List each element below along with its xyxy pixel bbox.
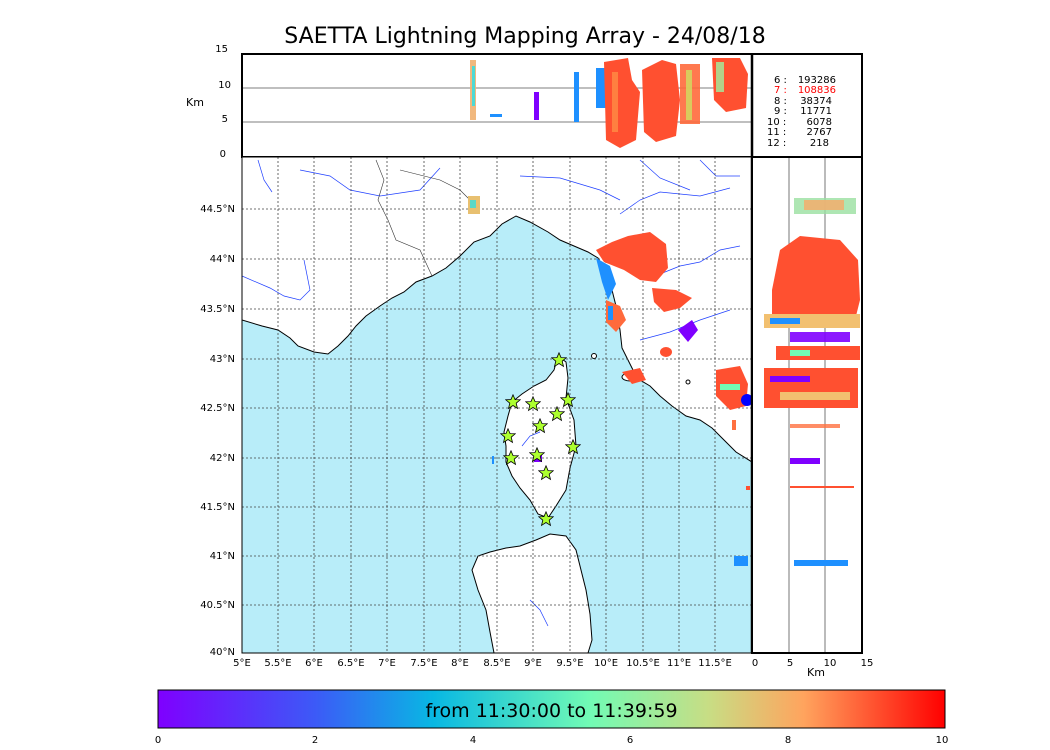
- lat-tick: 42°N: [210, 453, 235, 464]
- side-xticks: 0 5 10 15: [752, 658, 874, 669]
- lat-tick: 41°N: [210, 551, 235, 562]
- lon-tick: 8°E: [451, 658, 469, 669]
- radar-dot-icon: [741, 394, 752, 406]
- lon-tick: 11.5°E: [698, 658, 732, 669]
- side-lightning-points: [764, 198, 860, 566]
- lon-tick: 8.5°E: [483, 658, 510, 669]
- xtick-label: 10: [824, 658, 837, 669]
- lon-tick: 10.5°E: [626, 658, 660, 669]
- ytick-label: 10: [218, 80, 231, 91]
- stat-value: 218: [810, 138, 829, 149]
- top-lightning-points: [470, 58, 748, 148]
- lat-tick: 41.5°N: [200, 502, 235, 513]
- lon-tick-labels: 5°E 5.5°E 6°E 6.5°E 7°E 7.5°E 8°E 8.5°E …: [233, 658, 732, 669]
- colorbar-tick: 0: [155, 735, 161, 746]
- colorbar-ticks: 0 2 4 6 8 10: [155, 735, 949, 746]
- corsica-island: [503, 355, 577, 519]
- stat-label: 8 :: [774, 96, 787, 107]
- map-lightning-points: [468, 196, 752, 566]
- stat-value: 38374: [800, 96, 832, 107]
- stat-label: 9 :: [774, 106, 787, 117]
- lat-tick: 44°N: [210, 254, 235, 265]
- sardinia-island: [471, 533, 593, 653]
- xtick-label: 5: [787, 658, 793, 669]
- lat-tick: 43°N: [210, 354, 235, 365]
- lat-tick: 42.5°N: [200, 403, 235, 414]
- colorbar-gradient: [157, 689, 946, 729]
- lon-tick: 6.5°E: [337, 658, 364, 669]
- stats-table: 6 : 193286 7 : 108836 8 : 38374 9 : 1177…: [767, 75, 836, 149]
- country-border: [375, 159, 433, 277]
- altitude-longitude-panel: Km 15 10 5 0: [186, 44, 863, 160]
- map-grid: [242, 157, 752, 653]
- colorbar-tick: 2: [312, 735, 318, 746]
- lon-tick: 7°E: [378, 658, 396, 669]
- lon-tick: 10°E: [594, 658, 618, 669]
- xtick-label: 15: [861, 658, 874, 669]
- lat-tick: 43.5°N: [200, 304, 235, 315]
- colorbar-tick: 4: [470, 735, 476, 746]
- chart-title: SAETTA Lightning Mapping Array - 24/08/1…: [284, 24, 766, 49]
- country-border: [399, 169, 471, 201]
- xtick-label: 0: [752, 658, 758, 669]
- colorbar-tick: 8: [785, 735, 791, 746]
- lon-tick: 5.5°E: [264, 658, 291, 669]
- stat-label: 6 :: [774, 75, 787, 86]
- stat-label: 12 :: [767, 138, 786, 149]
- stat-value: 108836: [798, 85, 836, 96]
- side-xlabel: Km: [807, 666, 825, 679]
- lon-tick: 9.5°E: [556, 658, 583, 669]
- lon-tick: 6°E: [305, 658, 323, 669]
- lat-tick: 40.5°N: [200, 600, 235, 611]
- ytick-label: 15: [215, 44, 228, 55]
- map-panel: 5°E 5.5°E 6°E 6.5°E 7°E 7.5°E 8°E 8.5°E …: [200, 156, 754, 669]
- colorbar: 0 2 4 6 8 10: [155, 689, 949, 746]
- giglio-island: [685, 379, 691, 385]
- lon-tick: 7.5°E: [410, 658, 437, 669]
- capraia-island: [591, 353, 597, 359]
- stat-value: 6078: [807, 117, 832, 128]
- lon-tick: 11°E: [667, 658, 691, 669]
- stat-label: 7 :: [774, 85, 787, 96]
- colorbar-tick: 10: [936, 735, 949, 746]
- top-ylabel: Km: [186, 96, 204, 109]
- lat-tick-labels: 44.5°N 44°N 43.5°N 43°N 42.5°N 42°N 41.5…: [200, 204, 235, 658]
- ytick-label: 0: [220, 149, 226, 160]
- colorbar-tick: 6: [627, 735, 633, 746]
- lat-tick: 44.5°N: [200, 204, 235, 215]
- lon-tick: 9°E: [524, 658, 542, 669]
- ytick-label: 5: [222, 114, 228, 125]
- stat-value: 11771: [800, 106, 832, 117]
- lon-tick: 5°E: [233, 658, 251, 669]
- stat-value: 2767: [807, 127, 832, 138]
- stat-value: 193286: [798, 75, 836, 86]
- stat-label: 11 :: [767, 127, 786, 138]
- altitude-latitude-panel: 0 5 10 15 Km: [751, 156, 874, 679]
- stat-label: 10 :: [767, 117, 786, 128]
- lat-tick: 40°N: [210, 647, 235, 658]
- colorbar-time-range: from 11:30:00 to 11:39:59: [425, 700, 678, 722]
